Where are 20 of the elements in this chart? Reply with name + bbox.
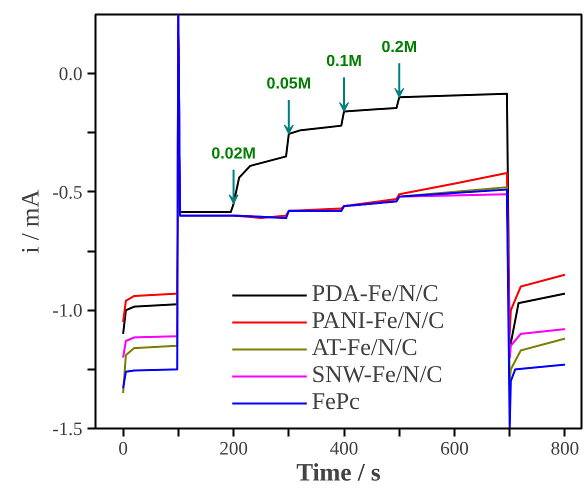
annotation: 0.05M [266,75,312,92]
y-tick-label: -0.5 [52,182,82,204]
x-tick-label: 600 [440,438,469,460]
legend-label: FePc [312,389,360,416]
legend-label: SNW-Fe/N/C [312,362,442,389]
y-tick-label: 0.0 [58,64,82,86]
y-tick-label: -1.0 [52,300,82,322]
annotation: 0.02M [211,145,256,162]
x-tick-label: 400 [330,438,358,460]
x-tick-label: 800 [550,438,580,460]
annotation: 0.1M [326,52,362,70]
x-tick-label: 0 [118,438,128,460]
y-axis-title: i / mA [17,190,44,254]
x-axis-title: Time / s [296,460,381,486]
y-tick-label: -1.5 [52,419,82,440]
legend-label: PDA-Fe/N/C [312,281,438,308]
annotation: 0.2M [381,38,418,56]
legend-label: AT-Fe/N/C [312,335,418,362]
legend-label: PANI-Fe/N/C [312,308,444,335]
x-tick-label: 200 [219,438,248,460]
